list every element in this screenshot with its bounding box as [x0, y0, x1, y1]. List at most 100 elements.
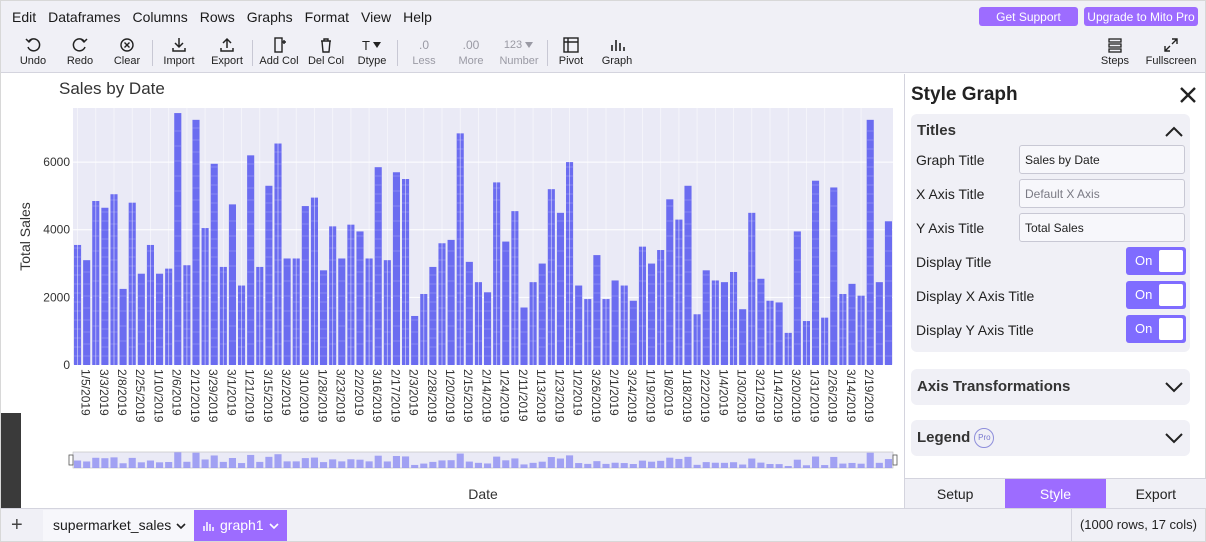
tab-export[interactable]: Export: [1105, 478, 1206, 508]
bar: [702, 270, 710, 365]
get-support-button[interactable]: Get Support: [979, 7, 1078, 26]
upgrade-button[interactable]: Upgrade to Mito Pro: [1084, 7, 1198, 26]
bar: [520, 307, 528, 365]
bar: [611, 280, 619, 365]
add-sheet-button[interactable]: +: [11, 514, 23, 536]
menu-edit[interactable]: Edit: [12, 9, 37, 25]
display-x-axis-title-toggle[interactable]: On: [1126, 281, 1186, 309]
redo-icon: [71, 35, 89, 55]
less-label: Less: [412, 55, 436, 67]
add-col-button[interactable]: Add Col: [257, 35, 301, 71]
x-tick-label: 2/12/2019: [188, 369, 202, 423]
chart-title: Sales by Date: [59, 79, 165, 98]
fullscreen-button[interactable]: Fullscreen: [1144, 35, 1198, 71]
redo-button[interactable]: Redo: [62, 35, 98, 71]
menu-view[interactable]: View: [361, 9, 392, 25]
add-col-label: Add Col: [259, 55, 299, 67]
tab-style[interactable]: Style: [1005, 478, 1106, 508]
menu-columns[interactable]: Columns: [132, 9, 188, 25]
range-bar: [802, 465, 810, 468]
menu-format[interactable]: Format: [304, 9, 350, 25]
pivot-button[interactable]: Pivot: [553, 35, 589, 71]
bar: [866, 119, 874, 365]
undo-icon: [24, 35, 42, 55]
undo-button[interactable]: Undo: [15, 35, 51, 71]
range-bar: [593, 461, 601, 468]
x-axis-title-input[interactable]: [1019, 179, 1185, 208]
range-bar: [730, 462, 738, 468]
x-tick-label: 2/19/2019: [862, 369, 876, 423]
range-bar: [110, 457, 118, 468]
x-tick-label: 3/20/2019: [789, 369, 803, 423]
range-bar: [602, 463, 610, 468]
toolbar-divider: [547, 40, 548, 66]
sheet-tab-supermarket-sales[interactable]: supermarket_sales: [43, 510, 197, 541]
del-col-button[interactable]: Del Col: [305, 35, 347, 71]
chevron-down-icon: [1165, 382, 1183, 393]
legend-label: Legend: [917, 428, 971, 446]
pivot-icon: [562, 35, 580, 55]
x-tick-label: 1/21/2019: [243, 369, 257, 423]
export-label: Export: [211, 55, 243, 67]
dtype-label: Dtype: [357, 55, 387, 67]
range-bar: [566, 455, 574, 468]
chevron-up-icon[interactable]: [1164, 126, 1184, 138]
graph-title-input[interactable]: [1019, 145, 1185, 174]
less-decimals-button[interactable]: .0 Less: [405, 35, 443, 71]
sheet-tab-graph1[interactable]: graph1: [194, 510, 287, 541]
range-bar: [866, 452, 874, 468]
menu-help[interactable]: Help: [403, 9, 432, 25]
titles-header[interactable]: Titles: [917, 122, 956, 139]
menu-rows[interactable]: Rows: [199, 9, 235, 25]
number-format-icon: 123: [504, 35, 534, 55]
bar: [356, 231, 364, 365]
display-y-axis-title-toggle[interactable]: On: [1126, 315, 1186, 343]
display-title-label: Display Title: [916, 254, 992, 270]
toolbar: Undo Redo Clear Import Export Add Col De…: [1, 33, 1205, 73]
range-bar: [538, 461, 546, 468]
range-bar: [529, 462, 537, 468]
dtype-button[interactable]: T Dtype: [354, 35, 390, 71]
range-bar: [228, 458, 236, 468]
steps-button[interactable]: Steps: [1097, 35, 1133, 71]
range-bar: [402, 456, 410, 468]
side-drawer-handle[interactable]: [1, 413, 21, 508]
bar: [320, 270, 328, 365]
bar: [502, 241, 510, 365]
axis-transformations-section[interactable]: Axis Transformations: [911, 369, 1190, 405]
bar-chart[interactable]: 0 2000 4000 6000 1/5/2019 3/3/2019 2/8/2019 2/2…: [1, 74, 904, 508]
clear-button[interactable]: Clear: [109, 35, 145, 71]
range-bar: [429, 461, 437, 468]
tab-setup[interactable]: Setup: [905, 478, 1006, 508]
number-format-button[interactable]: 123 Number: [497, 35, 541, 71]
more-decimals-button[interactable]: .00 More: [452, 35, 490, 71]
titles-section: Titles Graph Title X Axis Title Y Axis T…: [911, 114, 1190, 352]
bar: [465, 261, 473, 365]
menu-dataframes[interactable]: Dataframes: [48, 9, 121, 25]
x-tick-label: 2/1/2019: [607, 369, 621, 416]
x-tick-label: 1/23/2019: [552, 369, 566, 423]
bar: [757, 278, 765, 365]
import-button[interactable]: Import: [159, 35, 199, 71]
export-button[interactable]: Export: [206, 35, 248, 71]
y-axis-title-input[interactable]: [1019, 213, 1185, 242]
graph-button[interactable]: Graph: [599, 35, 635, 71]
bar: [793, 231, 801, 365]
bar-chart-icon: [203, 521, 214, 531]
range-bar: [611, 462, 619, 468]
legend-section[interactable]: Legend Pro: [911, 420, 1190, 456]
range-bar: [584, 463, 592, 468]
x-tick-label: 2/11/2019: [516, 369, 530, 422]
range-bar: [720, 462, 728, 468]
x-tick-label: 1/8/2019: [662, 369, 676, 416]
range-bar: [156, 462, 164, 468]
range-bar: [812, 456, 820, 468]
x-tick-label: 1/20/2019: [443, 369, 457, 423]
range-bar: [739, 464, 747, 468]
close-icon[interactable]: [1177, 84, 1199, 106]
bar: [429, 266, 437, 365]
range-bar: [329, 459, 337, 468]
menu-graphs[interactable]: Graphs: [246, 9, 293, 25]
display-title-toggle[interactable]: On: [1126, 247, 1186, 275]
range-bar: [493, 456, 501, 468]
